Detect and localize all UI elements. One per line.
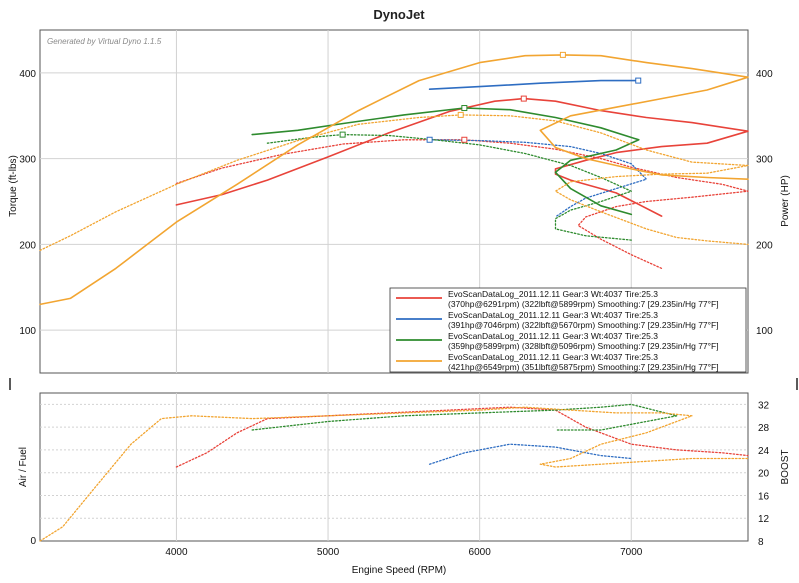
series-power-run-3 xyxy=(251,107,640,216)
legend-entry-detail: (359hp@5899rpm) (328lbft@5096rpm) Smooth… xyxy=(448,341,719,351)
boost-tick-label: 32 xyxy=(758,400,770,411)
series-power-run-4 xyxy=(39,54,749,306)
rpm-tick-label: 7000 xyxy=(620,547,643,558)
boost-tick-label: 12 xyxy=(758,514,770,525)
boost-tick-label: 28 xyxy=(758,423,770,434)
legend-entry-detail: (391hp@7046rpm) (322lbft@5670rpm) Smooth… xyxy=(448,320,719,330)
legend: EvoScanDataLog_2011.12.11 Gear:3 Wt:4037… xyxy=(389,287,747,373)
x-axis-label: Engine Speed (RPM) xyxy=(352,565,447,576)
rpm-tick-label: 6000 xyxy=(469,547,492,558)
chart-title: DynoJet xyxy=(373,7,425,22)
air-fuel-plot-area xyxy=(39,392,749,542)
power-tick-label: 100 xyxy=(756,326,773,337)
legend-entry-title: EvoScanDataLog_2011.12.11 Gear:3 Wt:4037… xyxy=(448,289,658,299)
boost-axis-label: BOOST xyxy=(780,449,791,484)
air-fuel-tick-label: 0 xyxy=(30,536,36,547)
peak-marker xyxy=(461,105,468,112)
top-tick-labels: 100 200 300 400 100 200 300 400 xyxy=(19,69,773,337)
air-fuel-axis-label: Air / Fuel xyxy=(18,447,29,487)
boost-tick-label: 20 xyxy=(758,469,770,480)
peak-marker xyxy=(426,136,433,143)
peak-marker xyxy=(559,51,566,58)
power-tick-label: 400 xyxy=(756,69,773,80)
series-torque-run-2 xyxy=(428,139,648,218)
series-power-run-2 xyxy=(428,79,640,90)
top-series xyxy=(39,54,749,306)
series-torque-run-1 xyxy=(175,139,749,270)
legend-entry-detail: (421hp@6549rpm) (351lbft@5875rpm) Smooth… xyxy=(448,362,719,372)
peak-marker xyxy=(461,136,468,143)
legend-entry-detail: (370hp@6291rpm) (322lbft@5899rpm) Smooth… xyxy=(448,299,719,309)
bottom-tick-labels: 8 12 16 20 24 28 32 0 4000 5000 6000 7000 xyxy=(30,400,769,558)
legend-box xyxy=(389,287,747,373)
series-torque-run-3 xyxy=(266,133,632,241)
generated-by-label: Generated by Virtual Dyno 1.1.5 xyxy=(47,37,162,46)
series-boost-run-4 xyxy=(39,406,749,542)
boost-tick-label: 24 xyxy=(758,446,770,457)
torque-tick-label: 100 xyxy=(19,326,36,337)
series-boost-run-2 xyxy=(428,443,632,465)
torque-tick-label: 200 xyxy=(19,240,36,251)
power-tick-label: 200 xyxy=(756,240,773,251)
peak-marker xyxy=(457,111,464,118)
torque-tick-label: 400 xyxy=(19,69,36,80)
power-tick-label: 300 xyxy=(756,155,773,166)
peak-marker xyxy=(520,95,527,102)
boost-tick-label: 16 xyxy=(758,491,770,502)
rpm-tick-label: 4000 xyxy=(165,547,188,558)
bottom-series xyxy=(39,403,749,542)
legend-entry-title: EvoScanDataLog_2011.12.11 Gear:3 Wt:4037… xyxy=(448,331,658,341)
legend-entry-title: EvoScanDataLog_2011.12.11 Gear:3 Wt:4037… xyxy=(448,352,658,362)
series-boost-run-3 xyxy=(251,403,678,431)
peak-marker xyxy=(635,77,642,84)
series-torque-run-4 xyxy=(39,114,749,252)
legend-entry-title: EvoScanDataLog_2011.12.11 Gear:3 Wt:4037… xyxy=(448,310,658,320)
series-boost-run-1 xyxy=(175,406,749,468)
boost-tick-label: 8 xyxy=(758,537,764,548)
torque-axis-label: Torque (ft-lbs) xyxy=(8,155,19,217)
peak-marker xyxy=(339,131,346,138)
power-axis-label: Power (HP) xyxy=(780,175,791,227)
rpm-tick-label: 5000 xyxy=(317,547,340,558)
peak-markers xyxy=(339,51,642,143)
torque-tick-label: 300 xyxy=(19,155,36,166)
